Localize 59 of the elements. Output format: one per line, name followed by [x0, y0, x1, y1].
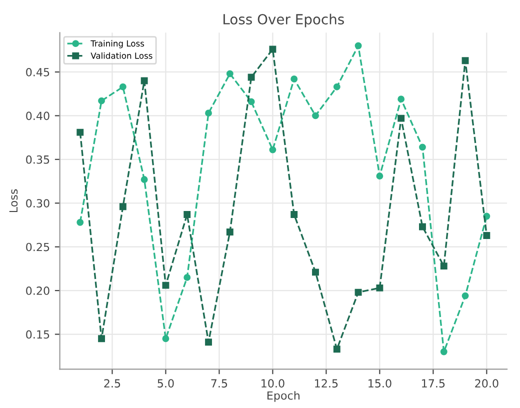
point [184, 274, 191, 281]
point [333, 346, 340, 353]
point [398, 96, 405, 103]
point [269, 146, 276, 154]
x-tick-label: 5.0 [158, 379, 174, 388]
point [162, 335, 170, 342]
point [312, 268, 319, 276]
point [140, 77, 148, 84]
point [419, 223, 426, 230]
point [140, 176, 148, 183]
point [376, 284, 384, 292]
point [462, 292, 469, 300]
point [226, 228, 234, 236]
x-tick-label: 15.0 [368, 379, 392, 388]
point [290, 76, 298, 82]
point [462, 57, 469, 64]
point [119, 203, 126, 210]
point [76, 218, 84, 226]
x-tick-label: 2.5 [104, 379, 120, 388]
point [312, 112, 319, 120]
chart-title: Loss Over Epochs [224, 14, 344, 28]
point [205, 110, 212, 117]
point [354, 288, 362, 296]
point [205, 338, 212, 346]
y-tick-label: 0.25 [26, 242, 50, 252]
x-axis-title: Epoch [267, 391, 300, 402]
y-tick-label: 0.35 [26, 155, 50, 164]
x-tick-label: 17.5 [422, 379, 445, 388]
point [269, 46, 276, 53]
point [419, 144, 426, 151]
point [98, 97, 105, 104]
point [376, 172, 384, 180]
y-tick-label: 0.40 [26, 112, 50, 120]
point [184, 211, 191, 218]
point [226, 70, 234, 78]
x-tick-label: 12.5 [315, 379, 338, 388]
y-axis-title: Loss [9, 189, 18, 212]
point [248, 74, 255, 81]
point [76, 128, 84, 136]
point [162, 282, 170, 289]
y-tick-label: 0.30 [26, 199, 50, 208]
x-tick-label: 10.0 [262, 379, 284, 388]
y-tick-label: 0.15 [26, 330, 50, 339]
point [119, 83, 126, 90]
y-tick-label: 0.20 [26, 286, 50, 295]
point [440, 348, 448, 356]
point [98, 335, 105, 342]
point [333, 83, 340, 90]
legend-label: Training Loss [90, 40, 144, 48]
point [290, 211, 298, 218]
y-tick-label: 0.45 [26, 68, 50, 76]
point [440, 262, 448, 270]
legend-label: Validation Loss [90, 52, 152, 59]
point [354, 42, 362, 50]
point [398, 114, 405, 122]
point [483, 232, 490, 239]
x-tick-label: 7.5 [211, 379, 228, 388]
point [248, 98, 255, 106]
x-tick-label: 20.0 [475, 379, 498, 388]
